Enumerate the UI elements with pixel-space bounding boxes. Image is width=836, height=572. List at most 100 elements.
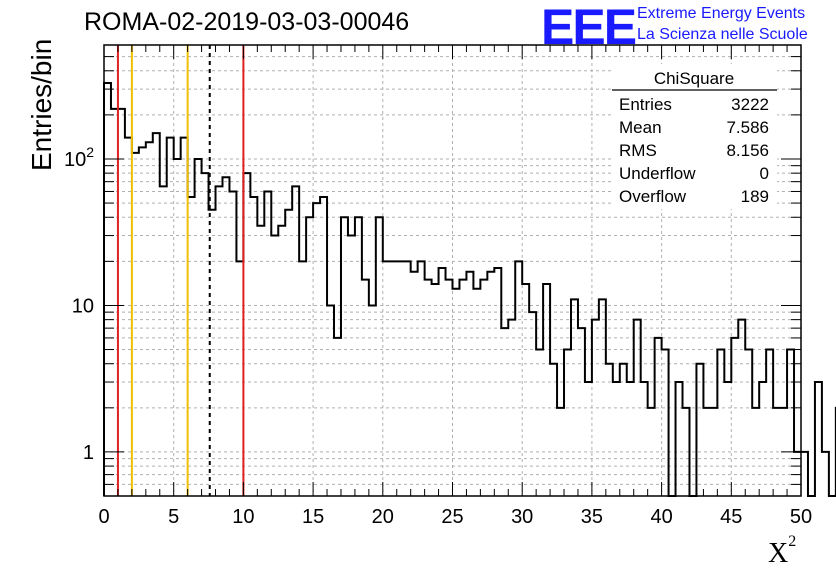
histogram-bin (264, 191, 271, 496)
axis-ticks: 0 5 10 15 20 25 30 35 40 45 50 1 10 102 (64, 44, 812, 528)
x-axis-label-sup: 2 (788, 532, 797, 550)
histogram-bin (494, 268, 501, 496)
x-tick-label: 0 (98, 506, 109, 528)
histogram-bin (473, 289, 480, 496)
histogram-bin (522, 284, 529, 496)
histogram-bin (425, 280, 432, 496)
histogram-bin (459, 280, 466, 496)
x-axis-label-text: X (768, 538, 789, 569)
histogram-bin (606, 364, 613, 496)
x-axis-label: X2 (768, 533, 796, 570)
histogram-bin (236, 261, 243, 496)
stats-box-title: ChiSquare (654, 69, 734, 88)
histogram-bin (320, 197, 327, 496)
histogram-bin (278, 226, 285, 496)
histogram-bin (146, 142, 153, 496)
stats-label: RMS (619, 141, 657, 160)
histogram-bin (355, 217, 362, 496)
histogram-bin (139, 147, 146, 496)
x-tick-label: 50 (790, 506, 812, 528)
x-tick-label: 45 (720, 506, 742, 528)
histogram-bin (801, 452, 808, 496)
histogram-bin (738, 320, 745, 496)
histogram-bin (662, 350, 669, 496)
histogram-bin (529, 312, 536, 496)
logo-line-1: Extreme Energy Events (637, 5, 806, 22)
histogram-bin (627, 382, 634, 496)
histogram-bars (103, 82, 836, 497)
histogram-bin (229, 191, 236, 496)
histogram-bin (480, 280, 487, 496)
histogram-bin (717, 350, 724, 496)
stats-box: ChiSquare Entries 3222 Mean 7.586 RMS 8.156 Un… (612, 64, 777, 209)
histogram-bin (648, 408, 655, 496)
histogram-bin (181, 138, 188, 496)
histogram-bin (710, 408, 717, 496)
histogram-bin (195, 159, 202, 496)
histogram-bin (432, 284, 439, 496)
histogram-bin (334, 338, 341, 496)
histogram-bin (683, 408, 690, 496)
histogram-bin (515, 261, 522, 496)
histogram-bin (397, 261, 404, 496)
histogram-bin (787, 350, 794, 496)
histogram-bin (592, 320, 599, 496)
histogram-bin (508, 320, 515, 496)
histogram-bin (313, 203, 320, 496)
histogram-bin (348, 236, 355, 496)
x-tick-label: 35 (581, 506, 603, 528)
histogram-bin (815, 382, 822, 496)
histogram-bin (327, 305, 334, 496)
histogram-bin (453, 289, 460, 496)
histogram-bin (599, 299, 606, 496)
histogram-bin (362, 280, 369, 496)
histogram-bin (216, 186, 223, 496)
x-tick-label: 10 (232, 506, 254, 528)
stats-value: 3222 (731, 95, 769, 114)
y-axis-label: Entries/bin (26, 38, 57, 171)
histogram-bin (696, 364, 703, 496)
histogram-bin (111, 109, 118, 496)
x-tick-label: 5 (168, 506, 179, 528)
stats-box-frame (612, 64, 777, 209)
logo-line-2: La Scienza nelle Scuole (637, 26, 808, 43)
histogram-bin (822, 452, 829, 496)
histogram-bin (202, 173, 209, 496)
histogram-bin (271, 236, 278, 496)
histogram-bin (222, 177, 229, 496)
y-tick-label: 102 (64, 144, 94, 171)
stats-value: 8.156 (726, 141, 769, 160)
histogram-bin (676, 382, 683, 496)
x-tick-label: 25 (441, 506, 463, 528)
histogram-bin (174, 159, 181, 496)
histogram-bin (376, 217, 383, 496)
histogram-bin (167, 138, 174, 496)
histogram-bin (299, 261, 306, 496)
y-tick-label: 1 (83, 442, 94, 464)
histogram-bin (446, 280, 453, 496)
histogram-bin (641, 382, 648, 496)
histogram-bin (160, 186, 167, 496)
histogram-bin (118, 109, 125, 496)
histogram-bin (759, 382, 766, 496)
histogram-bin (188, 197, 195, 496)
histogram-bin (578, 328, 585, 496)
x-tick-label: 20 (372, 506, 394, 528)
histogram-bin (487, 272, 494, 496)
x-tick-label: 15 (302, 506, 324, 528)
histogram-bin (439, 268, 446, 496)
histogram-bin (731, 338, 738, 496)
y-tick-label: 10 (72, 295, 94, 317)
histogram-bin (634, 320, 641, 496)
histogram-bin (703, 408, 710, 496)
histogram-bin (257, 226, 264, 496)
histogram-bin (766, 350, 773, 496)
histogram-bin (613, 382, 620, 496)
x-tick-label: 30 (511, 506, 533, 528)
histogram-bin (418, 261, 425, 496)
histogram-bin (724, 382, 731, 496)
histogram-bin (585, 382, 592, 496)
stats-label: Underflow (619, 164, 696, 183)
histogram-bin (501, 328, 508, 496)
histogram-bin (369, 305, 376, 496)
